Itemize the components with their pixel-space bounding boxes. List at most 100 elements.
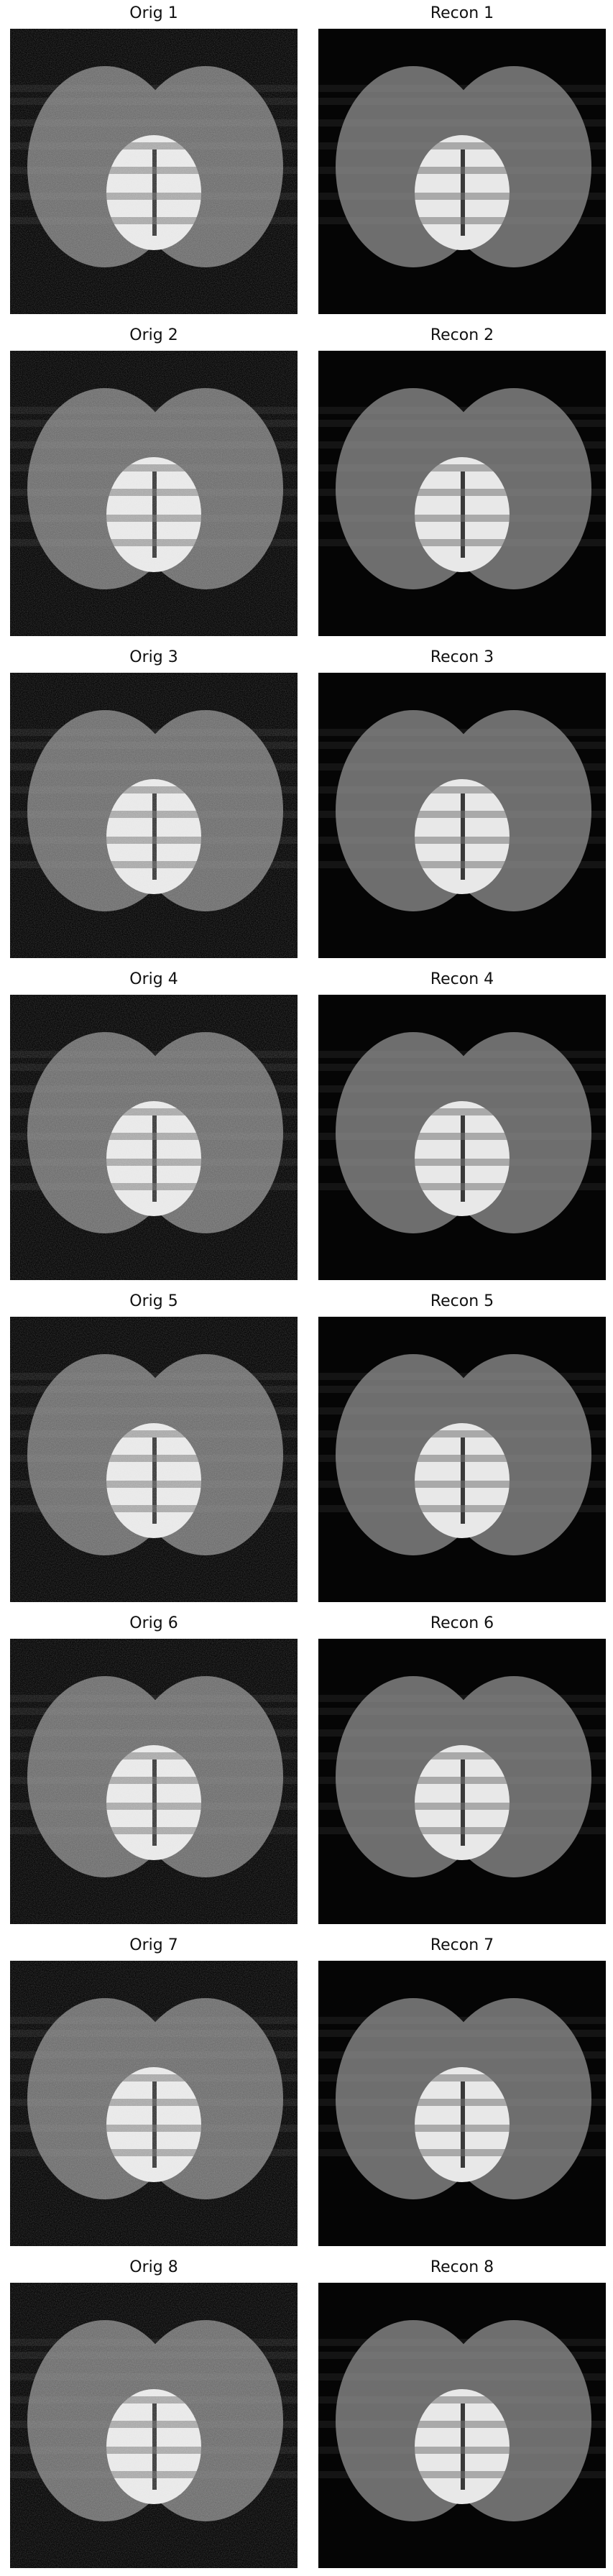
recon-title: Recon 2 — [430, 326, 494, 344]
orig-image — [10, 1639, 298, 1924]
stripe-band — [336, 193, 591, 200]
stripe-band-outside — [318, 837, 606, 844]
stripe-artifacts — [318, 2017, 606, 2156]
recon-phantom-svg — [318, 673, 606, 958]
stripe-band-outside — [318, 2074, 606, 2082]
orig-cell-1: Orig 1 — [10, 0, 298, 316]
stripe-band-outside — [318, 1777, 606, 1784]
orig-title: Orig 6 — [129, 1614, 178, 1632]
stripe-band-outside — [318, 2396, 606, 2404]
stripe-band — [336, 142, 591, 150]
stripe-band — [336, 2099, 591, 2106]
orig-phantom-svg — [10, 351, 298, 636]
stripe-band-outside — [318, 2125, 606, 2132]
orig-title: Orig 1 — [129, 4, 178, 22]
orig-image — [10, 1961, 298, 2246]
stripe-band-outside — [318, 2373, 606, 2380]
stripe-band-outside — [318, 1085, 606, 1092]
recon-title: Recon 4 — [430, 970, 494, 988]
stripe-band — [336, 2396, 591, 2404]
stripe-band — [336, 1386, 591, 1393]
stripe-band-outside — [318, 2421, 606, 2428]
stripe-band — [336, 1752, 591, 1760]
stripe-artifacts — [318, 1695, 606, 1834]
stripe-band-outside — [318, 1373, 606, 1380]
recon-title: Recon 5 — [430, 1292, 494, 1310]
stripe-band — [336, 837, 591, 844]
stripe-artifacts — [318, 729, 606, 868]
recon-cell-6: Recon 6 — [318, 1610, 606, 1926]
stripe-band — [336, 217, 591, 224]
stripe-band-outside — [318, 539, 606, 546]
stripe-band-outside — [318, 1159, 606, 1166]
stripe-band-outside — [318, 217, 606, 224]
stripe-band — [336, 2421, 591, 2428]
stripe-band-outside — [318, 464, 606, 472]
stripe-band-outside — [318, 2339, 606, 2346]
stripe-band — [336, 2051, 591, 2058]
stripe-band — [336, 119, 591, 126]
orig-title: Orig 4 — [129, 970, 178, 988]
orig-cell-4: Orig 4 — [10, 966, 298, 1282]
stripe-band-outside — [318, 407, 606, 414]
recon-title: Recon 1 — [430, 4, 494, 22]
stripe-band-outside — [318, 1407, 606, 1414]
stripe-band-outside — [318, 729, 606, 736]
stripe-band-outside — [318, 515, 606, 522]
orig-cell-7: Orig 7 — [10, 1932, 298, 2248]
stripe-band — [336, 1481, 591, 1488]
noise-overlay — [10, 2283, 298, 2568]
recon-image — [318, 1961, 606, 2246]
stripe-band-outside — [318, 811, 606, 818]
stripe-band-outside — [318, 441, 606, 448]
recon-cell-2: Recon 2 — [318, 322, 606, 638]
recon-image — [318, 2283, 606, 2568]
recon-cell-5: Recon 5 — [318, 1288, 606, 1604]
stripe-band-outside — [318, 2099, 606, 2106]
orig-cell-2: Orig 2 — [10, 322, 298, 638]
orig-cell-3: Orig 3 — [10, 644, 298, 960]
orig-image — [10, 673, 298, 958]
stripe-band-outside — [318, 489, 606, 496]
orig-phantom-svg — [10, 673, 298, 958]
stripe-band-outside — [318, 1505, 606, 1512]
stripe-band — [336, 539, 591, 546]
stripe-band-outside — [318, 1133, 606, 1140]
stripe-band-outside — [318, 2051, 606, 2058]
stripe-band-outside — [318, 1064, 606, 1071]
stripe-band — [336, 489, 591, 496]
orig-title: Orig 5 — [129, 1292, 178, 1310]
stripe-band-outside — [318, 1430, 606, 1438]
stripe-band — [336, 2373, 591, 2380]
stripe-band — [336, 786, 591, 794]
recon-title: Recon 6 — [430, 1614, 494, 1632]
stripe-band-outside — [318, 2030, 606, 2037]
stripe-band — [336, 1159, 591, 1166]
stripe-band-outside — [318, 98, 606, 105]
stripe-band-outside — [318, 1752, 606, 1760]
orig-title: Orig 2 — [129, 326, 178, 344]
panel-row-2: Orig 2 Recon 2 — [0, 322, 613, 644]
recon-phantom-svg — [318, 1639, 606, 1924]
recon-phantom-svg — [318, 29, 606, 314]
panel-row-7: Orig 7 Recon 7 — [0, 1932, 613, 2254]
stripe-artifacts — [318, 1051, 606, 1190]
stripe-band — [336, 2074, 591, 2082]
stripe-band-outside — [318, 786, 606, 794]
stripe-band — [336, 2352, 591, 2359]
recon-image — [318, 1317, 606, 1602]
stripe-band-outside — [318, 1455, 606, 1462]
panel-row-4: Orig 4 Recon 4 — [0, 966, 613, 1288]
recon-cell-7: Recon 7 — [318, 1932, 606, 2248]
noise-overlay — [10, 29, 298, 314]
stripe-band — [336, 420, 591, 427]
noise-overlay — [10, 673, 298, 958]
stripe-band — [336, 763, 591, 770]
stripe-band-outside — [318, 1695, 606, 1702]
noise-overlay — [10, 351, 298, 636]
recon-title: Recon 3 — [430, 648, 494, 666]
orig-image — [10, 1317, 298, 1602]
stripe-band-outside — [318, 763, 606, 770]
recon-cell-3: Recon 3 — [318, 644, 606, 960]
stripe-band-outside — [318, 1827, 606, 1834]
